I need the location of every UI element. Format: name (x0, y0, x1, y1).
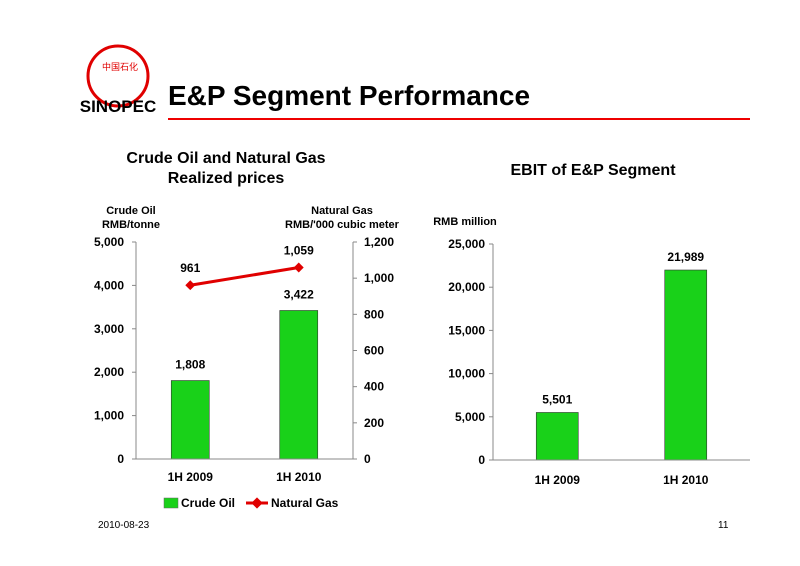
natural-gas-line (190, 266, 299, 287)
chart-2-ebit: EBIT of E&P Segment RMB million 0 5,000 10… (433, 162, 750, 487)
chart-1-title-line-1: Crude Oil and Natural Gas (126, 150, 325, 167)
page-title: E&P Segment Performance (168, 80, 531, 111)
chart-1-left-tick-label: 3,000 (94, 322, 124, 336)
chart-1-right-tick-label: 1,200 (364, 235, 394, 249)
crude-oil-bar-label: 1,808 (175, 358, 205, 372)
chart-2-tick-label: 20,000 (448, 280, 485, 294)
chart-2-y-axis-label: RMB million (433, 216, 497, 228)
chart-1-title-line-2: Realized prices (168, 170, 285, 187)
svg-text:中国石化: 中国石化 (102, 61, 138, 72)
chart-2-title: EBIT of E&P Segment (510, 162, 676, 179)
chart-1-right-tick-label: 1,000 (364, 271, 394, 285)
chart-2-tick-label: 10,000 (448, 367, 485, 381)
chart-2-tick-label: 0 (478, 453, 485, 467)
chart-1-category-label: 1H 2009 (168, 470, 214, 484)
chart-1-category-label: 1H 2010 (276, 470, 322, 484)
ebit-bar-label: 5,501 (542, 392, 572, 406)
sinopec-logo: 中国石化 SINOPEC (78, 42, 160, 118)
chart-1-right-tick-label: 200 (364, 416, 384, 430)
legend-natural-gas-label: Natural Gas (271, 496, 339, 510)
chart-1-left-axis-label-line-1: Crude Oil (106, 205, 156, 217)
ebit-bar (664, 269, 708, 461)
chart-2-category-label: 1H 2010 (663, 473, 709, 487)
natural-gas-point-label: 961 (180, 261, 200, 275)
chart-1-right-tick-label: 400 (364, 380, 384, 394)
ebit-bar (535, 412, 579, 461)
ebit-bar-label: 21,989 (667, 250, 704, 264)
title-underline (168, 118, 750, 120)
crude-oil-bar (170, 380, 210, 460)
legend-crude-oil-swatch (163, 497, 179, 509)
legend-natural-gas-marker (251, 497, 263, 509)
chart-1-crude-oil-natural-gas: Crude Oil and Natural Gas Realized price… (94, 150, 400, 510)
svg-text:SINOPEC: SINOPEC (80, 97, 157, 116)
chart-1-left-tick-label: 0 (117, 452, 124, 466)
chart-2-tick-label: 5,000 (455, 410, 485, 424)
chart-1-left-tick-label: 1,000 (94, 409, 124, 423)
chart-2-tick-label: 25,000 (448, 237, 485, 251)
crude-oil-bar (279, 310, 319, 460)
chart-1-right-tick-label: 0 (364, 452, 371, 466)
page-number: 11 (718, 520, 729, 531)
natural-gas-point-label: 1,059 (284, 243, 314, 257)
chart-1-right-tick-label: 600 (364, 344, 384, 358)
crude-oil-bar-label: 3,422 (284, 287, 314, 301)
chart-1-right-tick-label: 800 (364, 307, 384, 321)
chart-1-left-tick-label: 4,000 (94, 278, 124, 292)
chart-2-category-label: 1H 2009 (535, 473, 581, 487)
chart-1-right-axis-label-line-1: Natural Gas (311, 205, 373, 217)
chart-1-left-axis-label-line-2: RMB/tonne (102, 219, 160, 231)
legend-crude-oil-label: Crude Oil (181, 496, 235, 510)
chart-1-right-axis-label-line-2: RMB/'000 cubic meter (285, 219, 400, 231)
natural-gas-point (185, 280, 196, 291)
chart-1-left-tick-label: 2,000 (94, 365, 124, 379)
footer-date: 2010-08-23 (98, 520, 150, 531)
chart-1-left-tick-label: 5,000 (94, 235, 124, 249)
chart-2-tick-label: 15,000 (448, 323, 485, 337)
natural-gas-point (293, 262, 304, 273)
chart-1-legend: Crude Oil Natural Gas (163, 496, 339, 510)
